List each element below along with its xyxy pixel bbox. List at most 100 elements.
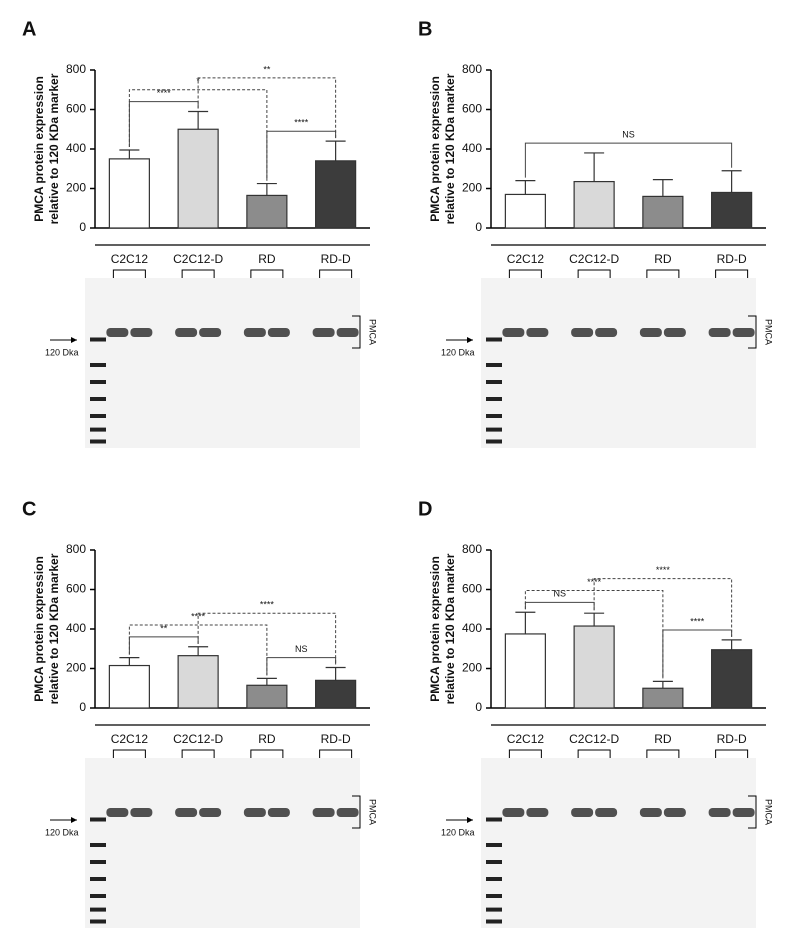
x-tick-label: C2C12-D — [569, 252, 619, 266]
ladder-band — [90, 397, 106, 401]
marker-label: 120 Dka — [441, 827, 475, 837]
significance-bracket — [128, 89, 268, 181]
y-tick-label: 200 — [66, 181, 86, 195]
ladder-band — [90, 919, 106, 924]
y-tick-label: 0 — [475, 220, 482, 234]
ladder-band — [486, 843, 502, 847]
bar — [573, 625, 615, 709]
blot-band — [708, 328, 731, 337]
arrow-head — [467, 337, 473, 343]
blot-band — [639, 328, 662, 337]
bar — [504, 193, 546, 229]
blot-band — [526, 808, 549, 817]
lane-bracket — [646, 269, 680, 278]
blot-band — [571, 808, 594, 817]
bar — [642, 195, 684, 229]
bar — [642, 687, 684, 709]
significance-bracket — [266, 657, 337, 676]
error-bar — [256, 677, 277, 686]
blot-band — [312, 808, 335, 817]
ladder-band — [486, 414, 502, 418]
lane-bracket — [715, 749, 749, 758]
y-tick-label: 400 — [462, 621, 482, 635]
ladder-band — [90, 363, 106, 367]
y-tick-label: 600 — [462, 582, 482, 596]
bar — [108, 158, 150, 229]
y-tick-label: 0 — [79, 220, 86, 234]
blot-band — [708, 808, 731, 817]
ladder-band — [486, 860, 502, 864]
y-tick-label: 800 — [66, 62, 86, 76]
lane-bracket — [250, 269, 284, 278]
ladder-band — [90, 843, 106, 847]
y-tick-label: 400 — [66, 621, 86, 635]
y-tick-label: 800 — [66, 542, 86, 556]
x-tick-label: C2C12-D — [173, 732, 223, 746]
blot-band — [336, 808, 359, 817]
significance-label: NS — [622, 129, 635, 139]
blot-band — [243, 808, 266, 817]
y-tick-label: 600 — [66, 102, 86, 116]
blot-band — [526, 328, 549, 337]
ladder-band — [486, 397, 502, 401]
ladder-band — [486, 817, 502, 822]
y-tick-label: 400 — [462, 141, 482, 155]
y-axis-label: relative to 120 KDa marker — [47, 553, 61, 704]
error-bar — [721, 170, 742, 193]
ladder-band — [90, 907, 106, 912]
ladder-band — [90, 380, 106, 384]
y-tick-label: 800 — [462, 542, 482, 556]
blot-band — [243, 328, 266, 337]
y-axis-label: relative to 120 KDa marker — [47, 73, 61, 224]
significance-label: NS — [295, 644, 308, 654]
significance-label: **** — [656, 565, 671, 575]
y-tick-label: 200 — [462, 181, 482, 195]
lane-bracket — [112, 269, 146, 278]
error-bar — [584, 152, 605, 182]
blot — [85, 278, 360, 448]
x-tick-label: RD-D — [717, 732, 747, 746]
bar — [246, 684, 288, 709]
bar — [177, 655, 219, 709]
y-tick-label: 0 — [79, 700, 86, 714]
y-axis-label: PMCA protein expression — [428, 76, 442, 222]
error-bar — [652, 179, 673, 197]
y-tick-label: 0 — [475, 700, 482, 714]
lane-bracket — [319, 749, 353, 758]
lane-bracket — [181, 749, 215, 758]
bar — [504, 633, 546, 709]
ladder-band — [486, 363, 502, 367]
error-bar — [584, 612, 605, 627]
blot-band — [732, 328, 755, 337]
blot — [85, 758, 360, 928]
panel-label: C — [22, 498, 36, 520]
bar — [315, 679, 357, 709]
blot-band — [502, 808, 525, 817]
y-tick-label: 600 — [462, 102, 482, 116]
significance-bracket — [524, 601, 595, 611]
error-bar — [119, 149, 140, 159]
pmca-bracket — [352, 795, 361, 829]
error-bar — [119, 657, 140, 666]
lane-bracket — [319, 269, 353, 278]
bar — [711, 649, 753, 709]
significance-label: **** — [157, 88, 172, 98]
blot-band — [571, 328, 594, 337]
ladder-band — [90, 439, 106, 444]
error-bar — [515, 611, 536, 634]
blot-label: PMCA — [368, 799, 378, 825]
ladder-band — [90, 817, 106, 822]
ladder-band — [90, 427, 106, 432]
lane-bracket — [715, 269, 749, 278]
bar — [315, 160, 357, 229]
x-tick-label: C2C12 — [507, 252, 545, 266]
lane-bracket — [508, 269, 542, 278]
y-axis-label: relative to 120 KDa marker — [443, 73, 457, 224]
error-bar — [325, 140, 346, 161]
marker-label: 120 Dka — [45, 827, 79, 837]
lane-bracket — [112, 749, 146, 758]
bar — [711, 191, 753, 229]
ladder-band — [486, 380, 502, 384]
significance-bracket — [524, 589, 664, 679]
